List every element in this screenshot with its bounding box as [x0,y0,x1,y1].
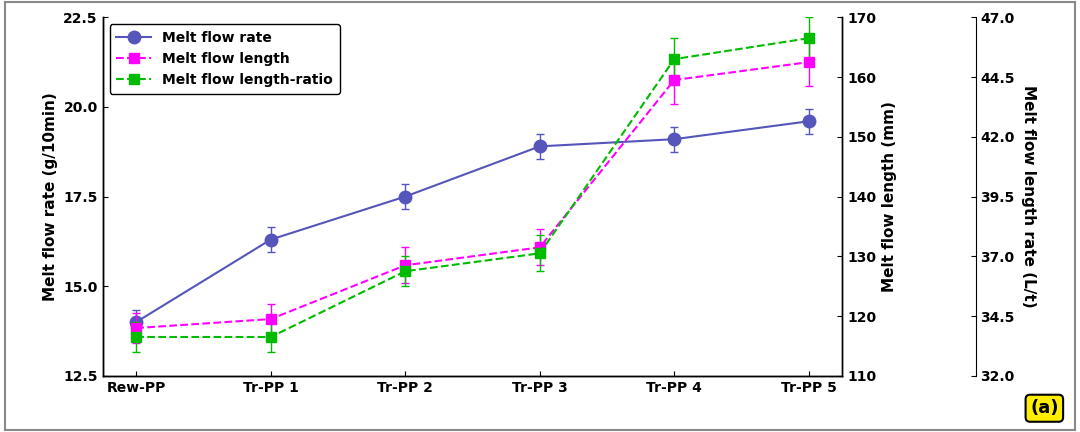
Y-axis label: Melt flow rate (g/10min): Melt flow rate (g/10min) [43,92,57,301]
Text: (a): (a) [1030,399,1058,417]
Y-axis label: Melt flow length (mm): Melt flow length (mm) [882,101,897,292]
Legend: Melt flow rate, Melt flow length, Melt flow length-ratio: Melt flow rate, Melt flow length, Melt f… [109,24,340,94]
Y-axis label: Melt flow length rate (L/t): Melt flow length rate (L/t) [1021,85,1036,308]
